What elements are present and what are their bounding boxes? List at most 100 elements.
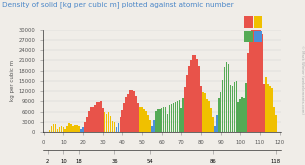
Bar [124, 103, 125, 132]
Bar [186, 75, 188, 132]
Bar [90, 107, 92, 132]
Bar [198, 66, 200, 132]
Bar [96, 102, 98, 132]
Bar [194, 55, 196, 132]
Bar [59, 127, 60, 132]
Bar [63, 127, 64, 132]
Bar [273, 107, 274, 132]
Bar [182, 99, 184, 132]
Bar [210, 108, 212, 132]
Bar [84, 122, 86, 132]
Bar [149, 120, 151, 132]
Bar [216, 115, 217, 132]
Bar [173, 103, 174, 132]
Bar [51, 126, 52, 132]
Bar [255, 30, 257, 132]
Bar [218, 98, 220, 132]
Bar [167, 114, 168, 132]
Bar [108, 112, 109, 132]
Bar [66, 126, 68, 132]
Bar [129, 90, 131, 132]
Bar [206, 99, 208, 132]
Bar [74, 125, 76, 132]
Bar [239, 99, 241, 132]
Bar [106, 114, 107, 132]
Bar [267, 84, 269, 132]
Bar [231, 86, 233, 132]
Bar [70, 124, 72, 132]
Bar [143, 109, 145, 132]
Bar [212, 117, 214, 132]
Bar [80, 129, 82, 132]
Bar [185, 87, 186, 132]
Bar [263, 84, 265, 132]
Bar [196, 59, 198, 132]
Bar [235, 81, 237, 132]
Text: Density of solid [kg per cubic m] plotted against atomic number: Density of solid [kg per cubic m] plotte… [2, 1, 233, 8]
Bar [137, 102, 139, 132]
Bar [170, 104, 172, 132]
Bar [242, 97, 243, 132]
Bar [251, 30, 253, 132]
Bar [155, 111, 156, 132]
Bar [57, 129, 58, 132]
Bar [259, 30, 261, 132]
Bar [159, 109, 160, 132]
Bar [55, 124, 56, 132]
Bar [53, 124, 54, 132]
Bar [245, 83, 247, 132]
Bar [275, 115, 277, 132]
Bar [204, 93, 206, 132]
Bar [88, 111, 90, 132]
Bar [98, 102, 99, 132]
Bar [117, 123, 119, 132]
Bar [177, 101, 178, 132]
Bar [192, 55, 194, 132]
Bar [269, 86, 271, 132]
Text: © Mark Winter (webelements.com): © Mark Winter (webelements.com) [300, 45, 304, 114]
Bar [161, 108, 163, 132]
Bar [228, 64, 229, 132]
Bar [226, 62, 227, 132]
Bar [131, 90, 133, 132]
Bar [147, 115, 149, 132]
Bar [238, 102, 239, 132]
Bar [234, 82, 235, 132]
Bar [214, 126, 216, 132]
Bar [139, 107, 141, 132]
Bar [178, 100, 180, 132]
Bar [224, 67, 225, 132]
Bar [94, 105, 96, 132]
Bar [145, 111, 147, 132]
Bar [165, 107, 167, 132]
Bar [141, 107, 143, 132]
Bar [163, 107, 164, 132]
Bar [133, 91, 135, 132]
Bar [151, 126, 153, 132]
Bar [261, 34, 263, 132]
Bar [190, 60, 192, 132]
Bar [271, 88, 273, 132]
Bar [169, 105, 170, 132]
Bar [72, 126, 74, 132]
Bar [181, 108, 182, 132]
Bar [230, 85, 231, 132]
Bar [64, 129, 66, 132]
Bar [100, 101, 102, 132]
Bar [125, 97, 127, 132]
Bar [76, 125, 78, 132]
Bar [174, 102, 176, 132]
Bar [243, 98, 245, 132]
Bar [127, 95, 129, 132]
Bar [135, 96, 137, 132]
Bar [249, 36, 251, 132]
Bar [121, 110, 123, 132]
Bar [110, 116, 111, 132]
Bar [153, 120, 155, 132]
Bar [112, 121, 113, 132]
Bar [202, 92, 204, 132]
Bar [220, 92, 221, 132]
Bar [86, 117, 88, 132]
Bar [157, 109, 159, 132]
Bar [104, 112, 106, 132]
